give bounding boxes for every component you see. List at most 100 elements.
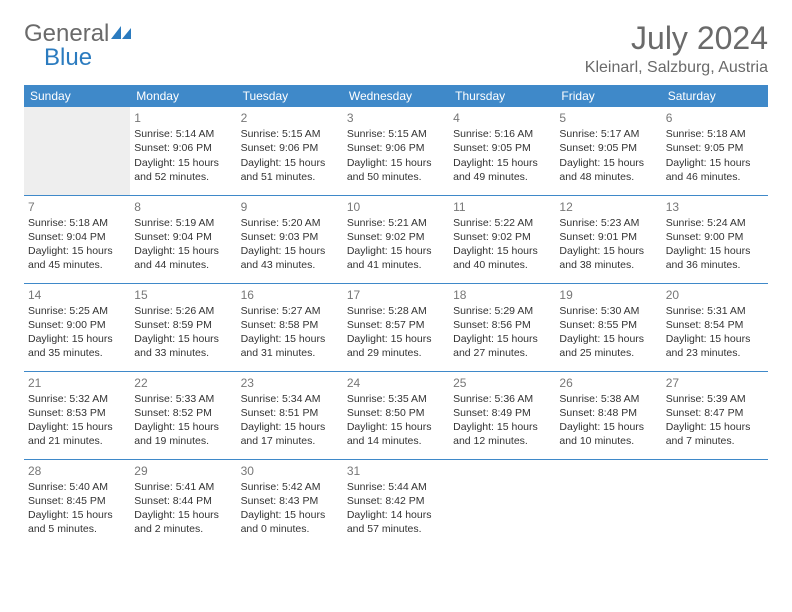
sunset-text: Sunset: 9:00 PM xyxy=(666,230,764,244)
sunset-text: Sunset: 9:06 PM xyxy=(347,141,445,155)
day-number: 1 xyxy=(134,110,232,126)
sunrise-text: Sunrise: 5:18 AM xyxy=(666,127,764,141)
day-cell: 30Sunrise: 5:42 AMSunset: 8:43 PMDayligh… xyxy=(237,459,343,547)
daylight-text: Daylight: 15 hours xyxy=(453,332,551,346)
sunrise-text: Sunrise: 5:29 AM xyxy=(453,304,551,318)
sunset-text: Sunset: 8:42 PM xyxy=(347,494,445,508)
day-cell: 28Sunrise: 5:40 AMSunset: 8:45 PMDayligh… xyxy=(24,459,130,547)
day-cell: 13Sunrise: 5:24 AMSunset: 9:00 PMDayligh… xyxy=(662,195,768,283)
day-number: 17 xyxy=(347,287,445,303)
daylight-text: and 36 minutes. xyxy=(666,258,764,272)
day-cell: 14Sunrise: 5:25 AMSunset: 9:00 PMDayligh… xyxy=(24,283,130,371)
daylight-text: and 5 minutes. xyxy=(28,522,126,536)
daylight-text: and 7 minutes. xyxy=(666,434,764,448)
day-cell: 22Sunrise: 5:33 AMSunset: 8:52 PMDayligh… xyxy=(130,371,236,459)
day-cell: 10Sunrise: 5:21 AMSunset: 9:02 PMDayligh… xyxy=(343,195,449,283)
day-cell xyxy=(449,459,555,547)
daylight-text: and 17 minutes. xyxy=(241,434,339,448)
sunset-text: Sunset: 8:55 PM xyxy=(559,318,657,332)
day-number: 26 xyxy=(559,375,657,391)
day-number: 28 xyxy=(28,463,126,479)
week-row: 14Sunrise: 5:25 AMSunset: 9:00 PMDayligh… xyxy=(24,283,768,371)
sunrise-text: Sunrise: 5:17 AM xyxy=(559,127,657,141)
daylight-text: Daylight: 15 hours xyxy=(559,332,657,346)
day-cell: 1Sunrise: 5:14 AMSunset: 9:06 PMDaylight… xyxy=(130,107,236,195)
sunrise-text: Sunrise: 5:23 AM xyxy=(559,216,657,230)
sunrise-text: Sunrise: 5:35 AM xyxy=(347,392,445,406)
day-number: 8 xyxy=(134,199,232,215)
daylight-text: and 12 minutes. xyxy=(453,434,551,448)
daylight-text: Daylight: 15 hours xyxy=(241,332,339,346)
day-cell: 4Sunrise: 5:16 AMSunset: 9:05 PMDaylight… xyxy=(449,107,555,195)
sunset-text: Sunset: 9:05 PM xyxy=(666,141,764,155)
day-cell: 5Sunrise: 5:17 AMSunset: 9:05 PMDaylight… xyxy=(555,107,661,195)
daylight-text: Daylight: 15 hours xyxy=(453,420,551,434)
daylight-text: Daylight: 15 hours xyxy=(347,420,445,434)
daylight-text: and 23 minutes. xyxy=(666,346,764,360)
daylight-text: Daylight: 15 hours xyxy=(134,244,232,258)
day-cell: 3Sunrise: 5:15 AMSunset: 9:06 PMDaylight… xyxy=(343,107,449,195)
sunrise-text: Sunrise: 5:42 AM xyxy=(241,480,339,494)
sunrise-text: Sunrise: 5:15 AM xyxy=(347,127,445,141)
location: Kleinarl, Salzburg, Austria xyxy=(585,59,768,77)
day-cell: 6Sunrise: 5:18 AMSunset: 9:05 PMDaylight… xyxy=(662,107,768,195)
daylight-text: Daylight: 15 hours xyxy=(134,420,232,434)
daylight-text: Daylight: 15 hours xyxy=(134,332,232,346)
day-header: Thursday xyxy=(449,85,555,107)
daylight-text: Daylight: 15 hours xyxy=(28,244,126,258)
day-number: 9 xyxy=(241,199,339,215)
day-number: 29 xyxy=(134,463,232,479)
day-cell: 25Sunrise: 5:36 AMSunset: 8:49 PMDayligh… xyxy=(449,371,555,459)
sunrise-text: Sunrise: 5:16 AM xyxy=(453,127,551,141)
daylight-text: and 10 minutes. xyxy=(559,434,657,448)
day-cell xyxy=(24,107,130,195)
sunrise-text: Sunrise: 5:31 AM xyxy=(666,304,764,318)
daylight-text: and 0 minutes. xyxy=(241,522,339,536)
day-cell: 26Sunrise: 5:38 AMSunset: 8:48 PMDayligh… xyxy=(555,371,661,459)
day-number: 15 xyxy=(134,287,232,303)
day-cell: 8Sunrise: 5:19 AMSunset: 9:04 PMDaylight… xyxy=(130,195,236,283)
daylight-text: and 2 minutes. xyxy=(134,522,232,536)
sunset-text: Sunset: 9:05 PM xyxy=(453,141,551,155)
logo-text-1: General xyxy=(24,20,109,47)
day-header-row: Sunday Monday Tuesday Wednesday Thursday… xyxy=(24,85,768,107)
daylight-text: Daylight: 15 hours xyxy=(453,156,551,170)
daylight-text: and 25 minutes. xyxy=(559,346,657,360)
day-header: Wednesday xyxy=(343,85,449,107)
sunrise-text: Sunrise: 5:25 AM xyxy=(28,304,126,318)
sunset-text: Sunset: 8:49 PM xyxy=(453,406,551,420)
sunset-text: Sunset: 8:57 PM xyxy=(347,318,445,332)
day-header: Saturday xyxy=(662,85,768,107)
daylight-text: Daylight: 15 hours xyxy=(28,332,126,346)
day-header: Sunday xyxy=(24,85,130,107)
day-number: 10 xyxy=(347,199,445,215)
sunrise-text: Sunrise: 5:24 AM xyxy=(666,216,764,230)
daylight-text: and 29 minutes. xyxy=(347,346,445,360)
day-cell: 12Sunrise: 5:23 AMSunset: 9:01 PMDayligh… xyxy=(555,195,661,283)
page-header: GeneralBlue July 2024 Kleinarl, Salzburg… xyxy=(24,20,768,77)
daylight-text: Daylight: 15 hours xyxy=(241,244,339,258)
daylight-text: and 35 minutes. xyxy=(28,346,126,360)
sunset-text: Sunset: 9:04 PM xyxy=(134,230,232,244)
day-cell: 15Sunrise: 5:26 AMSunset: 8:59 PMDayligh… xyxy=(130,283,236,371)
daylight-text: Daylight: 15 hours xyxy=(666,332,764,346)
day-number: 23 xyxy=(241,375,339,391)
daylight-text: Daylight: 15 hours xyxy=(347,156,445,170)
day-cell: 31Sunrise: 5:44 AMSunset: 8:42 PMDayligh… xyxy=(343,459,449,547)
sunrise-text: Sunrise: 5:26 AM xyxy=(134,304,232,318)
day-number: 12 xyxy=(559,199,657,215)
sunset-text: Sunset: 8:45 PM xyxy=(28,494,126,508)
week-row: 21Sunrise: 5:32 AMSunset: 8:53 PMDayligh… xyxy=(24,371,768,459)
day-cell: 24Sunrise: 5:35 AMSunset: 8:50 PMDayligh… xyxy=(343,371,449,459)
calendar-table: Sunday Monday Tuesday Wednesday Thursday… xyxy=(24,85,768,547)
daylight-text: and 19 minutes. xyxy=(134,434,232,448)
sunset-text: Sunset: 8:59 PM xyxy=(134,318,232,332)
sunset-text: Sunset: 8:43 PM xyxy=(241,494,339,508)
day-number: 22 xyxy=(134,375,232,391)
daylight-text: and 31 minutes. xyxy=(241,346,339,360)
day-cell: 7Sunrise: 5:18 AMSunset: 9:04 PMDaylight… xyxy=(24,195,130,283)
sunset-text: Sunset: 9:06 PM xyxy=(241,141,339,155)
daylight-text: Daylight: 15 hours xyxy=(666,420,764,434)
logo-text-2: Blue xyxy=(24,44,92,71)
sunset-text: Sunset: 9:01 PM xyxy=(559,230,657,244)
